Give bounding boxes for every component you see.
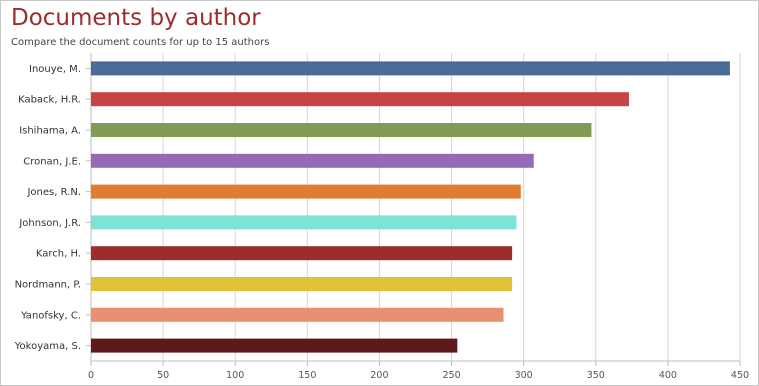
chart-subtitle: Compare the document counts for up to 15…	[11, 37, 270, 48]
category-label: Yanofsky, C.	[20, 310, 81, 321]
category-label: Kaback, H.R.	[18, 95, 81, 106]
category-label: Cronan, J.E.	[23, 156, 81, 167]
bar	[91, 307, 504, 322]
x-tick-label: 200	[370, 370, 388, 381]
category-label: Karch, H.	[36, 249, 81, 260]
x-tick-label: 100	[226, 370, 244, 381]
bar	[91, 246, 513, 261]
x-tick-label: 400	[659, 370, 677, 381]
bar	[91, 338, 458, 353]
category-label: Jones, R.N.	[26, 187, 81, 198]
bar	[91, 215, 517, 230]
bar	[91, 123, 592, 137]
x-tick-label: 300	[515, 370, 533, 381]
x-tick-label: 150	[298, 370, 316, 381]
category-label: Nordmann, P.	[15, 280, 81, 291]
bar	[91, 277, 513, 291]
x-tick-label: 0	[88, 370, 94, 381]
bar	[91, 61, 730, 76]
category-label: Inouye, M.	[29, 64, 81, 75]
x-tick-label: 50	[157, 370, 169, 381]
x-tick-label: 350	[587, 370, 605, 381]
x-tick-label: 250	[442, 370, 460, 381]
bar	[91, 184, 521, 199]
bar	[91, 92, 629, 107]
chart-title: Documents by author	[11, 5, 261, 31]
category-label: Ishihama, A.	[19, 126, 81, 137]
x-tick-label: 450	[731, 370, 749, 381]
category-label: Johnson, J.R.	[18, 218, 81, 229]
bar	[91, 153, 534, 168]
category-label: Yokoyama, S.	[14, 341, 81, 352]
